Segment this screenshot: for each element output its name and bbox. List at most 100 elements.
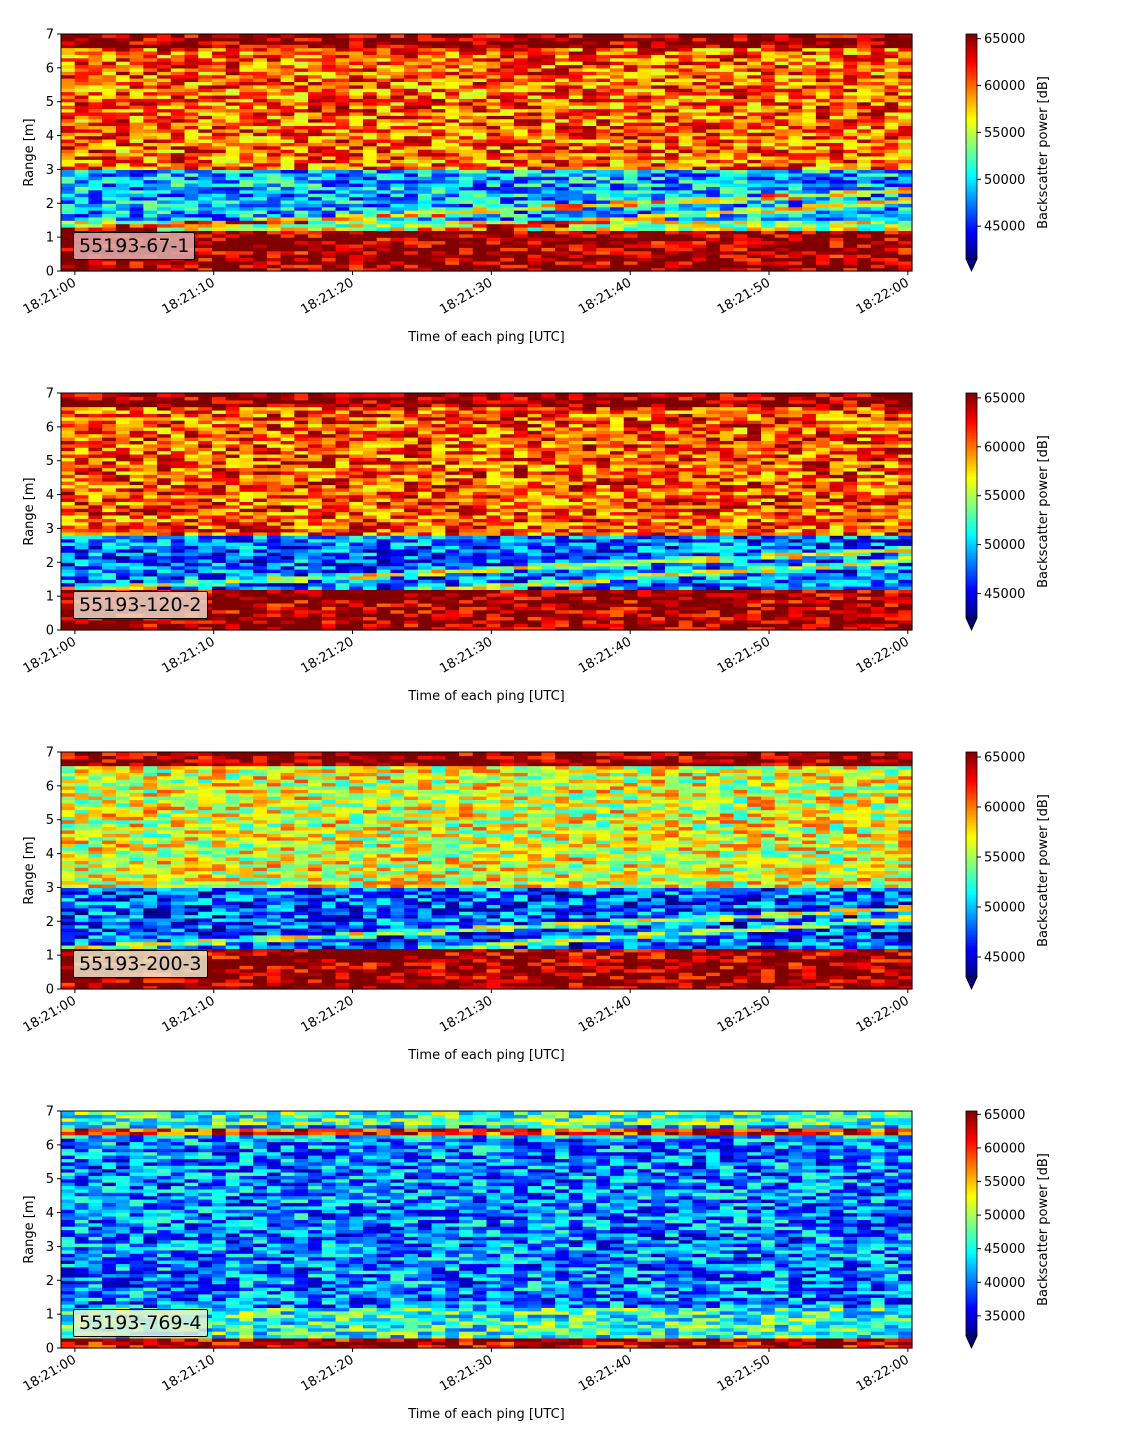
heatmap-cell [431, 182, 446, 187]
heatmap-cell [513, 132, 529, 137]
heatmap-cell [280, 47, 295, 52]
heatmap-cell [843, 44, 858, 49]
heatmap-cell [843, 210, 858, 215]
heatmap-cell [651, 159, 666, 164]
heatmap-cell [376, 101, 392, 106]
heatmap [61, 34, 913, 272]
heatmap-cell [500, 240, 515, 245]
heatmap-cell [596, 260, 611, 265]
heatmap-cell [541, 189, 556, 194]
heatmap-cell [404, 61, 419, 66]
heatmap-cell [459, 132, 474, 137]
heatmap-cell [362, 199, 378, 204]
heatmap-cell [376, 230, 392, 235]
heatmap-cell [211, 115, 227, 120]
heatmap-cell [774, 230, 790, 235]
heatmap-cell [157, 81, 172, 86]
heatmap-cell [623, 149, 639, 154]
heatmap-cell [170, 105, 186, 110]
heatmap-cell [225, 88, 241, 93]
heatmap-cell [404, 37, 419, 42]
heatmap-cell [802, 115, 817, 120]
heatmap-cell [802, 223, 817, 228]
heatmap-cell [541, 71, 556, 76]
heatmap-cell [115, 260, 131, 265]
heatmap-cell [143, 223, 158, 228]
heatmap-cell [733, 220, 748, 225]
heatmap-cell [884, 125, 899, 130]
heatmap-cell [129, 430, 144, 435]
heatmap-cell [417, 98, 433, 103]
heatmap-cell [211, 176, 227, 181]
heatmap-cell [898, 98, 913, 103]
heatmap-cell [253, 128, 268, 133]
heatmap-cell [431, 149, 446, 154]
heatmap-cell [266, 206, 282, 211]
heatmap-cell [788, 67, 803, 72]
heatmap-cell [376, 88, 392, 93]
heatmap-cell [115, 514, 131, 519]
heatmap-cell [678, 206, 693, 211]
heatmap-cell [61, 433, 76, 438]
heatmap-cell [692, 122, 707, 127]
heatmap-cell [829, 67, 844, 72]
heatmap-cell [733, 254, 748, 259]
heatmap-cell [239, 74, 254, 79]
heatmap-cell [115, 159, 131, 164]
heatmap-cell [637, 115, 652, 120]
heatmap-cell [129, 528, 144, 533]
heatmap-cell [706, 88, 721, 93]
heatmap-cell [431, 237, 446, 242]
heatmap-cell [102, 491, 117, 496]
heatmap-cell [610, 128, 625, 133]
heatmap-cell [115, 447, 131, 452]
heatmap-cell [637, 132, 652, 137]
heatmap-cell [706, 196, 721, 201]
heatmap-cell [774, 54, 790, 59]
heatmap-cell [431, 226, 446, 231]
heatmap-cell [596, 111, 611, 116]
heatmap-cell [664, 84, 680, 89]
heatmap-cell [390, 193, 405, 198]
heatmap-cell [417, 223, 433, 228]
heatmap-cell [610, 37, 625, 42]
heatmap-cell [568, 216, 584, 221]
heatmap-cell [115, 50, 131, 55]
heatmap-cell [761, 250, 776, 255]
heatmap-cell [651, 64, 666, 69]
heatmap-cell [802, 125, 817, 130]
heatmap-cell [102, 511, 117, 516]
heatmap-cell [637, 193, 652, 198]
heatmap-cell [184, 64, 199, 69]
heatmap-cell [390, 94, 405, 99]
heatmap-cell [706, 216, 721, 221]
heatmap-cell [706, 101, 721, 106]
heatmap-cell [129, 565, 144, 570]
heatmap-cell [253, 240, 268, 245]
heatmap-cell [335, 115, 350, 120]
heatmap-cell [102, 545, 117, 550]
heatmap-cell [170, 54, 186, 59]
heatmap-cell [129, 193, 144, 198]
heatmap-cell [582, 257, 597, 262]
heatmap-cell [651, 182, 666, 187]
heatmap-cell [719, 206, 735, 211]
heatmap-cell [184, 37, 199, 42]
heatmap-cell [486, 98, 501, 103]
heatmap-cell [74, 443, 90, 448]
heatmap-cell [445, 220, 460, 225]
heatmap-cell [431, 199, 446, 204]
heatmap-cell [225, 210, 241, 215]
heatmap-cell [651, 145, 666, 150]
heatmap-cell [610, 78, 625, 82]
heatmap-cell [582, 233, 597, 238]
heatmap-cell [513, 172, 529, 177]
heatmap-cell [404, 84, 419, 89]
heatmap-cell [500, 189, 515, 194]
heatmap-cell [651, 101, 666, 106]
colorbar-step [966, 89, 977, 93]
heatmap-cell [74, 145, 90, 150]
heatmap-cell [321, 260, 337, 265]
heatmap-cell [102, 558, 117, 563]
heatmap-cell [417, 122, 433, 127]
